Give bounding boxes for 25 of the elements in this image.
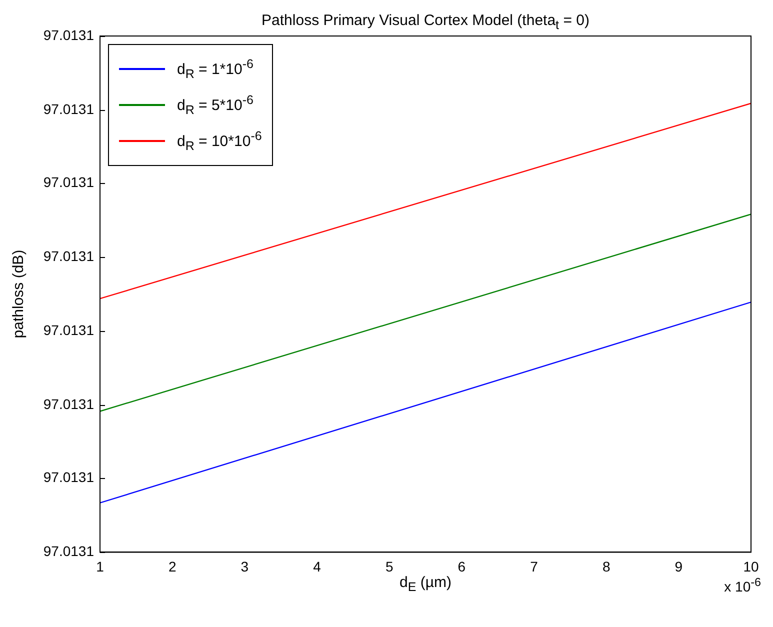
x-tick-label: 6 <box>458 558 466 574</box>
legend-label: d$_{R}$ = 5*10$^{-6}$ <box>177 93 254 117</box>
x-tick-label: 1 <box>96 558 104 574</box>
x-axis-title: d$_{E}$ (µm) <box>400 574 452 594</box>
text: x 10$^{-6}$ <box>724 576 761 595</box>
text: 97.0131 <box>43 27 94 43</box>
x-tick-label: 9 <box>674 558 683 574</box>
legend-label: d$_{R}$ = 10*10$^{-6}$ <box>177 129 262 153</box>
chart-title: Pathloss Primary Visual Cortex Model (theta$_{t}$ = 0) <box>260 12 590 32</box>
text: 97.0131 <box>43 543 94 560</box>
x-tick-label: 4 <box>313 558 322 574</box>
text: 97.0131 <box>43 174 94 190</box>
x-tick-label: 5 <box>385 558 394 574</box>
text: 97.0131 <box>43 100 94 117</box>
legend-label: d$_{R}$ = 1*10$^{-6}$ <box>177 57 254 81</box>
x-tick-label: 8 <box>602 558 610 574</box>
text: 97.0131 <box>43 396 94 412</box>
x-tick-label: 10 <box>743 558 759 574</box>
x-tick-label: 2 <box>168 558 176 574</box>
x-tick-label: 3 <box>240 558 249 574</box>
y-axis-title: pathloss (dB) <box>10 250 27 338</box>
x-tick-label: 7 <box>530 558 538 574</box>
text: 97.0131 <box>43 322 94 338</box>
text: 97.0131 <box>43 469 94 486</box>
text: 97.0131 <box>43 248 94 264</box>
